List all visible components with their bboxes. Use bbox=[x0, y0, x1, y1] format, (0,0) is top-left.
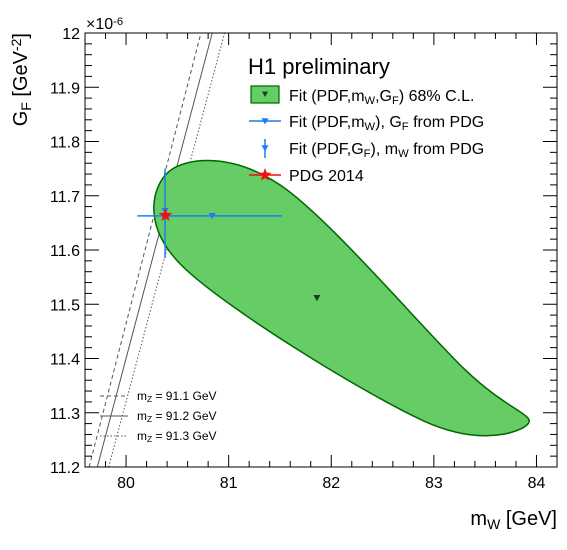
legend-label-pdg: PDG 2014 bbox=[289, 168, 364, 185]
y-tick-label: 11.5 bbox=[50, 297, 80, 314]
fit-2d-contour bbox=[153, 159, 531, 437]
legend-label-fit_mw: Fit (PDF,mW), GF from PDG bbox=[289, 114, 484, 133]
y-axis-label: GF [GeV-2] bbox=[8, 33, 33, 126]
y-multiplier: ×10-6 bbox=[86, 16, 123, 33]
y-tick-label: 11.6 bbox=[50, 243, 80, 260]
legend-marker-fit-gf bbox=[261, 145, 269, 152]
mz-legend-label-1: mZ = 91.1 GeV bbox=[137, 389, 217, 404]
mz-legend-label-3: mZ = 91.3 GeV bbox=[137, 429, 217, 444]
fit-mw-marker bbox=[208, 213, 216, 220]
mz-legend-label-2: mZ = 91.2 GeV bbox=[137, 409, 217, 424]
x-tick-label: 83 bbox=[425, 475, 443, 492]
axis-labels: mW [GeV] GF [GeV-2] bbox=[8, 33, 557, 532]
x-axis-label: mW [GeV] bbox=[470, 508, 557, 532]
legend-label-fit_gf: Fit (PDF,GF), mW from PDG bbox=[289, 141, 484, 160]
mz-line-1 bbox=[88, 33, 202, 467]
y-tick-label: 11.3 bbox=[50, 406, 80, 423]
legend-marker-fit2d bbox=[262, 91, 268, 97]
x-tick-label: 80 bbox=[117, 475, 135, 492]
legend-marker-pdg bbox=[258, 168, 272, 181]
y-tick-label: 11.8 bbox=[50, 135, 80, 152]
y-tick-label: 12 bbox=[62, 26, 80, 43]
mz-line-3 bbox=[108, 33, 226, 467]
y-tick-label: 11.9 bbox=[50, 80, 80, 97]
y-tick-label: 11.2 bbox=[50, 460, 80, 477]
legend-label-fit2d: Fit (PDF,mW,GF) 68% C.L. bbox=[289, 88, 474, 107]
legend-title: H1 preliminary bbox=[248, 54, 390, 79]
y-tick-label: 11.7 bbox=[50, 189, 80, 206]
pdg-marker bbox=[158, 208, 173, 221]
x-tick-label: 82 bbox=[322, 475, 340, 492]
axes: mZ = 91.1 GeV mZ = 91.2 GeV mZ = 91.3 GeV 8… bbox=[50, 16, 558, 492]
legend: H1 preliminary Fit (PDF,mW,GF) 68% C.L. Fi… bbox=[248, 54, 484, 185]
mz-line-2 bbox=[96, 33, 213, 467]
x-tick-label: 84 bbox=[528, 475, 546, 492]
y-tick-label: 11.4 bbox=[50, 352, 80, 369]
x-tick-label: 81 bbox=[220, 475, 238, 492]
plot-area bbox=[88, 33, 531, 467]
fit-2d-marker bbox=[313, 294, 321, 302]
legend-marker-fit-mw bbox=[261, 118, 269, 125]
